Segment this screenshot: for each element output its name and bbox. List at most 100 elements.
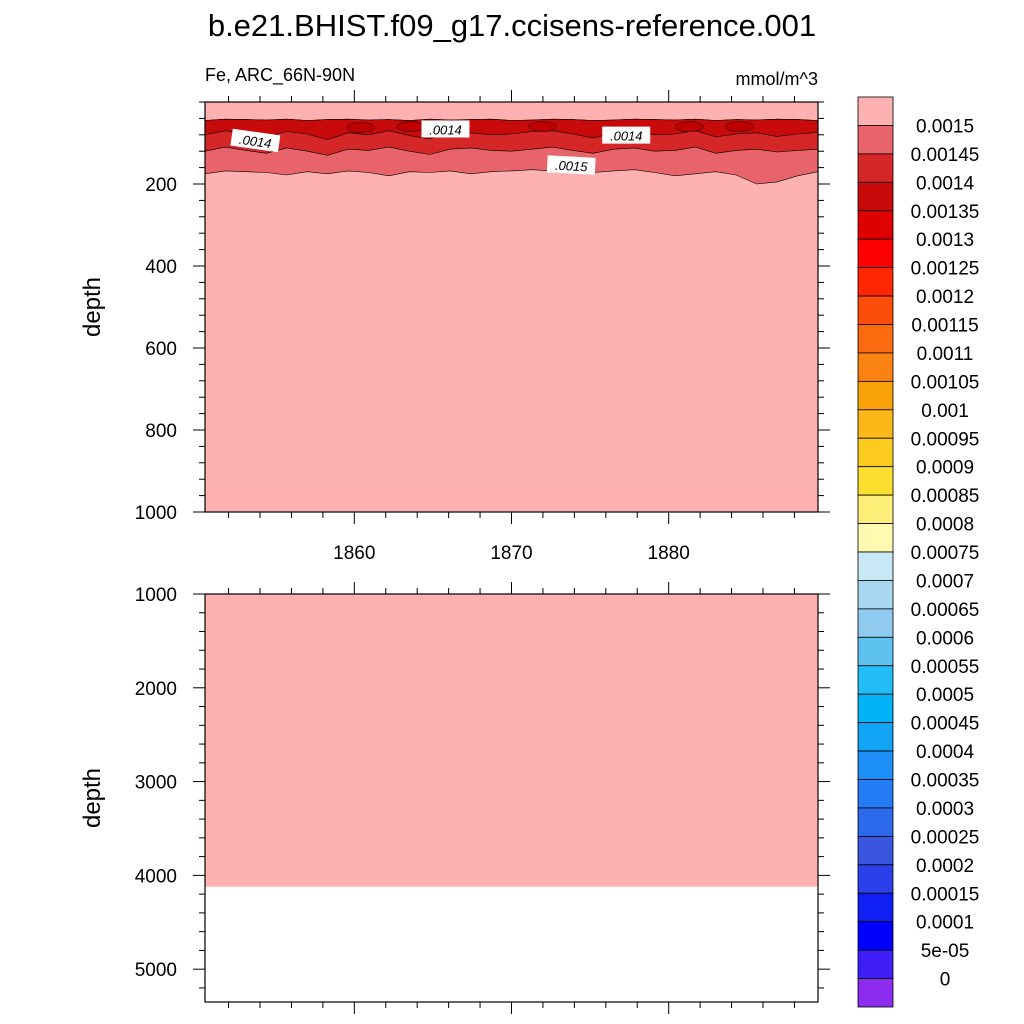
subtitle-left: Fe, ARC_66N-90N <box>205 65 355 86</box>
colorbar-label: 0.00045 <box>911 714 980 735</box>
contour-label: .0014 <box>602 126 651 144</box>
lower-fill <box>205 594 818 887</box>
colorbar-label: 0.00025 <box>911 827 980 848</box>
colorbar-swatch <box>857 267 894 297</box>
colorbar-swatch <box>857 324 894 354</box>
colorbar-label: 0.00015 <box>911 884 980 905</box>
upper-y-tick-label: 800 <box>145 421 177 442</box>
subtitle-right: mmol/m^3 <box>736 69 818 89</box>
colorbar-swatch <box>857 96 894 126</box>
colorbar-swatch <box>857 636 894 667</box>
colorbar-swatch <box>857 295 894 325</box>
colorbar-label: 0.0003 <box>916 799 974 820</box>
contour-label-text: .0014 <box>610 129 643 144</box>
upper-panel: .0014 .0014 .0014 .0015 200 400 600 800 1000 1860… <box>79 90 830 564</box>
lower-y-tick-label: 3000 <box>135 773 177 794</box>
upper-x-tick-label: 1860 <box>333 543 375 564</box>
upper-y-tick-label: 400 <box>145 257 177 278</box>
colorbar-swatch <box>857 608 894 638</box>
colorbar-swatch <box>857 494 894 524</box>
contour-label-text: .0014 <box>429 122 462 137</box>
upper-y-tick-label: 200 <box>145 175 177 196</box>
colorbar-swatch <box>857 181 894 212</box>
colorbar-label: 0.00125 <box>911 259 980 280</box>
colorbar-swatch <box>857 779 894 809</box>
colorbar-label: 0.0001 <box>916 913 974 934</box>
upper-x-tick-label: 1870 <box>490 543 532 564</box>
colorbar-label: 0.0014 <box>916 173 975 194</box>
colorbar-label: 0.0006 <box>916 628 974 649</box>
upper-frame <box>204 101 819 513</box>
colorbar-label: 0.00105 <box>911 372 980 393</box>
colorbar-label: 0.00065 <box>911 600 980 621</box>
colorbar-swatch <box>857 466 894 496</box>
colorbar-swatch <box>857 380 894 411</box>
contour-label-bg <box>546 155 596 175</box>
lower-y-tick-label: 4000 <box>135 866 177 887</box>
colorbar-swatch <box>857 523 894 553</box>
colorbar-swatch <box>857 551 894 581</box>
colorbar-swatch <box>857 665 894 695</box>
lower-panel: 1000 2000 3000 4000 5000 depth <box>79 582 830 1014</box>
colorbar-swatch <box>857 125 894 155</box>
colorbar-label: 0.00135 <box>911 202 980 223</box>
lower-frame <box>204 593 819 1003</box>
colorbar-swatch <box>857 750 894 780</box>
colorbar-label: 0.0012 <box>916 287 974 308</box>
colorbar-swatch <box>857 437 894 468</box>
lower-y-tick-label: 2000 <box>135 679 177 700</box>
contour-label-bg <box>602 126 651 144</box>
colorbar-label: 0.0011 <box>917 344 974 365</box>
colorbar-label: 0.0009 <box>916 458 974 479</box>
colorbar-swatch <box>857 409 894 439</box>
colorbar-label: 0.0002 <box>916 856 974 877</box>
colorbar-label: 0.0015 <box>916 116 974 137</box>
colorbar-label: 0.00095 <box>911 429 980 450</box>
colorbar-label: 0.0005 <box>916 685 974 706</box>
contour-label-bg <box>421 120 470 138</box>
contour-label: .0014 <box>421 120 470 138</box>
contour-label: .0014 <box>230 128 281 153</box>
colorbar-swatch <box>857 892 894 923</box>
contour-label-text: .0015 <box>555 158 589 175</box>
colorbar-swatch <box>857 835 894 866</box>
colorbar-label: 0.001 <box>921 401 969 422</box>
colorbar-label: 0.00145 <box>911 145 980 166</box>
colorbar-label: 0.00085 <box>911 486 980 507</box>
chart-title: b.e21.BHIST.f09_g17.ccisens-reference.00… <box>208 8 816 43</box>
contour-core-blob <box>396 121 426 132</box>
colorbar-swatch <box>857 238 894 269</box>
colorbar-label: 0 <box>940 970 951 991</box>
contour-core-blob <box>346 122 375 133</box>
upper-y-tick-label: 600 <box>145 339 177 360</box>
colorbar-swatch <box>857 949 894 979</box>
colorbar-swatch <box>857 722 894 752</box>
colorbar-label: 0.0007 <box>916 571 974 592</box>
colorbar-label: 0.0013 <box>916 230 974 251</box>
contour-core-blob <box>725 121 754 132</box>
colorbar-swatch <box>857 153 894 183</box>
colorbar-swatch <box>857 352 894 382</box>
colorbar-label: 5e-05 <box>921 941 970 962</box>
colorbar-label: 0.00115 <box>911 316 978 337</box>
colorbar-swatch <box>857 807 894 837</box>
colorbar-label: 0.0008 <box>916 515 974 536</box>
colorbar-label: 0.00075 <box>911 543 980 564</box>
colorbar-swatch <box>857 210 894 240</box>
colorbar-label: 0.00035 <box>911 771 980 792</box>
colorbar-swatch <box>857 978 894 1008</box>
contour-core-blob <box>528 121 558 132</box>
lower-y-axis-label: depth <box>79 768 106 828</box>
colorbar-swatch <box>857 693 894 724</box>
contour-label-text: .0014 <box>238 132 272 151</box>
colorbar-label: 0.0004 <box>916 742 975 763</box>
colorbar-swatch <box>857 921 894 951</box>
lower-y-tick-label: 1000 <box>135 585 177 606</box>
upper-x-tick-label: 1880 <box>648 543 690 564</box>
contour-core-blob <box>674 121 704 132</box>
contour-label-bg <box>230 128 281 153</box>
colorbar: 0.0015 0.00145 0.0014 0.00135 0.0013 0.00125 0… <box>857 96 980 1008</box>
colorbar-swatch <box>857 864 894 894</box>
lower-y-tick-label: 5000 <box>135 960 177 981</box>
